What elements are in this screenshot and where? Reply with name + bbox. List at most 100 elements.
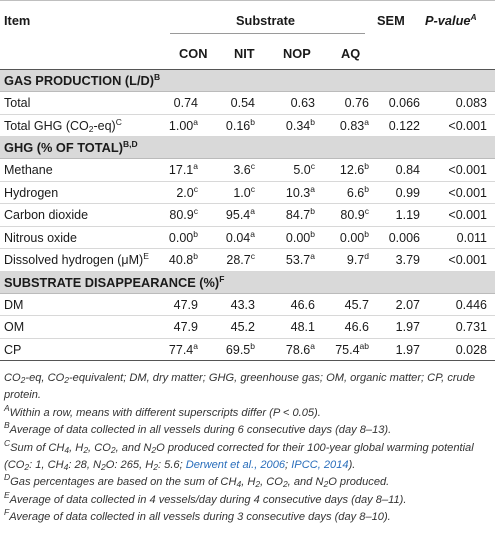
table-header: Item Substrate SEM P-valueA CON NIT NOP … xyxy=(0,0,495,70)
cell-con: 47.9 xyxy=(173,320,198,334)
cell-nit: 45.2 xyxy=(230,320,255,334)
cell-nop: 78.6a xyxy=(285,340,315,357)
cell-con: 2.0c xyxy=(176,183,198,200)
col-header-sem: SEM xyxy=(377,13,405,28)
cell-nit: 0.54 xyxy=(230,96,255,110)
cell-sem: 3.79 xyxy=(395,253,420,267)
cell-aq: 80.9c xyxy=(340,206,369,222)
row-label: OM xyxy=(4,320,25,334)
row-label: Hydrogen xyxy=(4,185,59,200)
table-footnotes: CO2-eq, CO2-equivalent; DM, dry matter; … xyxy=(0,361,495,527)
cell-con: 47.9 xyxy=(173,297,198,312)
col-header-nit: NIT xyxy=(234,46,255,61)
table-row: OM 47.9 45.2 48.1 46.6 1.97 0.731 xyxy=(0,316,495,339)
footnote-c: CSum of CH4, H2, CO2, and N2O produced c… xyxy=(4,437,474,473)
cell-con: 77.4a xyxy=(168,340,198,357)
cell-pvalue: <0.001 xyxy=(448,208,487,222)
cell-nit: 95.4a xyxy=(225,206,255,222)
row-label: Total GHG (CO2-eq)C xyxy=(4,116,122,134)
table-row: Total 0.74 0.54 0.63 0.76 0.066 0.083 xyxy=(0,92,495,115)
cell-con: 40.8b xyxy=(168,251,198,267)
cell-nop: 0.63 xyxy=(290,96,315,110)
table-body: GAS PRODUCTION (L/D)B Total 0.74 0.54 0.63 0.… xyxy=(0,70,495,361)
section-header: SUBSTRATE DISAPPEARANCE (%)F xyxy=(0,271,495,294)
table-row: CP 77.4a 69.5b 78.6a 75.4ab 1.97 0.028 xyxy=(0,339,495,361)
cell-nop: 0.00b xyxy=(285,228,315,245)
cell-pvalue: 0.731 xyxy=(455,320,487,334)
section-title-footnote-mark: B xyxy=(154,72,161,82)
footnote-d: DGas percentages are based on the sum of… xyxy=(4,472,390,490)
cell-aq: 0.00b xyxy=(339,228,369,245)
cell-pvalue: 0.446 xyxy=(455,297,487,312)
cell-pvalue: 0.028 xyxy=(455,342,487,357)
cell-con: 17.1a xyxy=(168,161,198,177)
cell-pvalue: <0.001 xyxy=(448,185,487,200)
cell-aq: 0.83a xyxy=(339,116,369,133)
cell-nit: 0.04a xyxy=(225,228,255,245)
cell-pvalue: <0.001 xyxy=(448,253,487,267)
col-header-pvalue: P-valueA xyxy=(425,12,477,28)
citation-derwent[interactable]: Derwent et al., 2006 xyxy=(185,459,286,472)
footnote-abbreviations: CO2-eq, CO2-equivalent; DM, dry matter; … xyxy=(4,372,476,402)
cell-sem: 0.006 xyxy=(388,230,420,245)
section-title: SUBSTRATE DISAPPEARANCE (%) xyxy=(4,274,220,290)
cell-nit: 43.3 xyxy=(230,297,255,312)
footnote-a: AWithin a row, means with different supe… xyxy=(4,402,321,419)
cell-con: 80.9c xyxy=(169,206,198,222)
cell-con: 0.74 xyxy=(173,96,198,110)
col-header-con: CON xyxy=(179,46,208,61)
section-title-footnote-mark: F xyxy=(219,273,225,284)
cell-sem: 0.84 xyxy=(395,163,420,177)
row-label: Carbon dioxide xyxy=(4,208,89,222)
cell-con: 1.00a xyxy=(168,116,198,133)
cell-pvalue: <0.001 xyxy=(448,163,487,177)
cell-sem: 0.122 xyxy=(388,118,420,133)
footnote-b: BAverage of data collected in all vessel… xyxy=(4,420,392,437)
cell-aq: 45.7 xyxy=(344,297,369,312)
cell-sem: 1.97 xyxy=(395,320,420,334)
table-row: Methane 17.1a 3.6c 5.0c 12.6b 0.84 <0.001 xyxy=(0,159,495,182)
cell-pvalue: <0.001 xyxy=(448,118,487,133)
cell-sem: 2.07 xyxy=(395,297,420,312)
row-label: CP xyxy=(4,342,22,357)
col-header-nop: NOP xyxy=(283,46,311,61)
section-header: GAS PRODUCTION (L/D)B xyxy=(0,70,495,92)
cell-nit: 1.0c xyxy=(233,183,255,200)
row-label: Nitrous oxide xyxy=(4,230,77,245)
table-row: Nitrous oxide 0.00b 0.04a 0.00b 0.00b 0.006 0.… xyxy=(0,227,495,249)
cell-aq: 6.6b xyxy=(346,183,369,200)
cell-aq: 46.6 xyxy=(344,320,369,334)
cell-nop: 5.0c xyxy=(293,161,315,177)
cell-nop: 48.1 xyxy=(290,320,315,334)
section-title-footnote-mark: B,D xyxy=(122,139,138,149)
row-label: Dissolved hydrogen (μM)E xyxy=(4,251,149,267)
row-label: Methane xyxy=(4,163,53,177)
table-row: Hydrogen 2.0c 1.0c 10.3a 6.6b 0.99 <0.001 xyxy=(0,182,495,204)
table-row: Carbon dioxide 80.9c 95.4a 84.7b 80.9c 1.19 <0… xyxy=(0,204,495,227)
col-header-substrate: Substrate xyxy=(236,13,296,28)
cell-sem: 0.066 xyxy=(388,96,420,110)
section-title: GHG (% OF TOTAL) xyxy=(4,140,123,155)
section-header: GHG (% OF TOTAL)B,D xyxy=(0,137,495,159)
cell-aq: 9.7d xyxy=(346,251,369,267)
header-rule xyxy=(0,69,495,70)
cell-con: 0.00b xyxy=(168,228,198,245)
section-title: GAS PRODUCTION (L/D) xyxy=(4,73,155,88)
cell-sem: 0.99 xyxy=(395,185,420,200)
cell-pvalue: 0.083 xyxy=(455,96,487,110)
table-row: Total GHG (CO2-eq)C 1.00a 0.16b 0.34b 0.83a 0… xyxy=(0,115,495,137)
col-header-item: Item xyxy=(4,13,31,28)
citation-ipcc[interactable]: IPCC, 2014 xyxy=(291,459,349,472)
row-label: Total xyxy=(4,96,31,110)
cell-nop: 53.7a xyxy=(285,251,315,267)
cell-nop: 84.7b xyxy=(285,206,315,222)
cell-nop: 46.6 xyxy=(290,297,315,312)
table-row: DM 47.9 43.3 46.6 45.7 2.07 0.446 xyxy=(0,294,495,316)
cell-pvalue: 0.011 xyxy=(456,230,487,245)
cell-nit: 0.16b xyxy=(225,116,255,133)
footnote-f: FAverage of data collected in all vessel… xyxy=(4,507,391,524)
cell-aq: 0.76 xyxy=(344,96,369,110)
row-label: DM xyxy=(4,297,24,312)
table-row: Dissolved hydrogen (μM)E 40.8b 28.7c 53.7a 9… xyxy=(0,249,495,272)
